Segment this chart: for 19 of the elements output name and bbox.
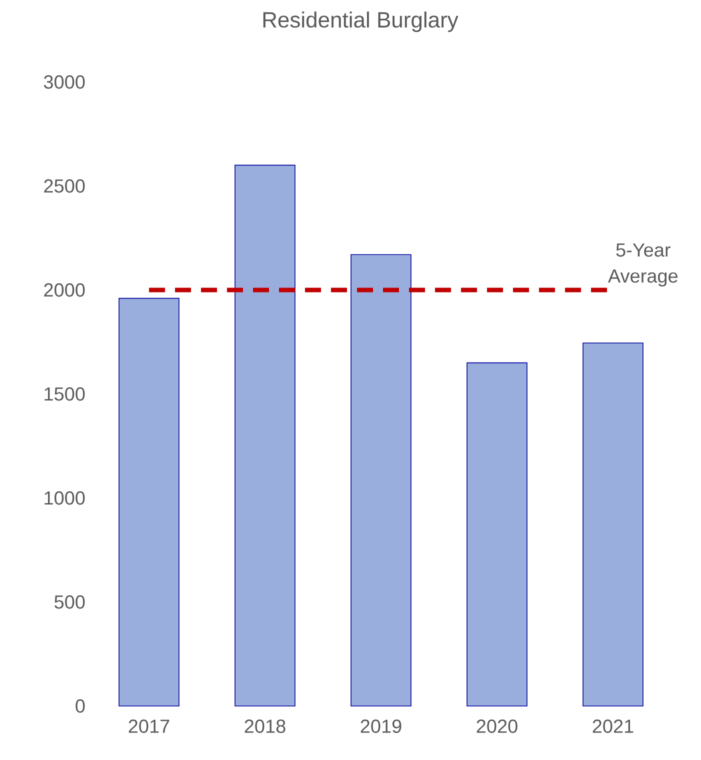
y-tick-label: 0 <box>75 699 85 713</box>
y-tick-label: 1500 <box>44 387 84 401</box>
x-tick-label: 2018 <box>244 720 286 733</box>
bar <box>118 298 180 706</box>
y-tick-label: 2000 <box>44 283 84 297</box>
y-tick-label: 2500 <box>44 179 84 193</box>
bar <box>234 164 296 706</box>
chart-title: Residential Burglary <box>263 12 458 32</box>
bar <box>466 362 528 706</box>
x-tick-label: 2021 <box>592 720 633 733</box>
x-tick-label: 2019 <box>360 720 401 733</box>
x-tick-label: 2020 <box>476 720 518 733</box>
bar <box>582 342 644 706</box>
ref-line-label: 5-Year Average <box>608 243 678 286</box>
y-tick-label: 500 <box>54 595 84 609</box>
y-tick-label: 3000 <box>44 75 84 89</box>
y-tick-label: 1000 <box>44 491 84 505</box>
bar <box>350 254 412 706</box>
x-tick-label: 2017 <box>128 720 169 733</box>
